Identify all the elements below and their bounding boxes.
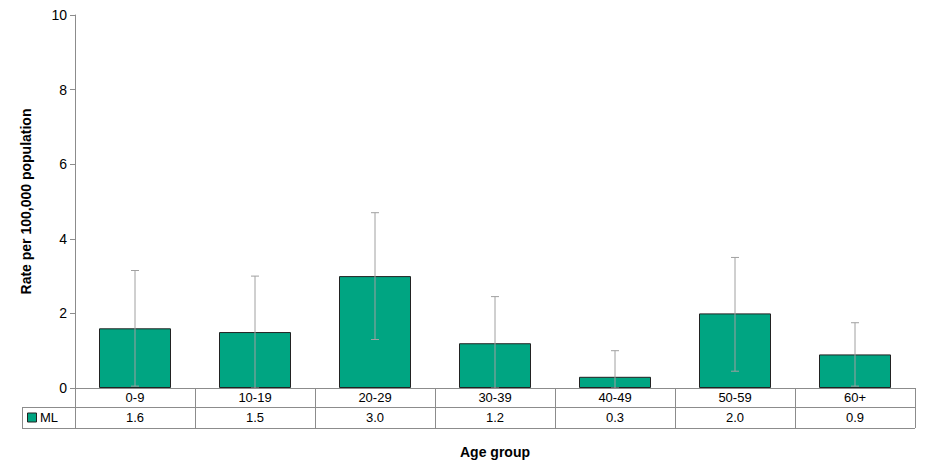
svg-text:2.0: 2.0 xyxy=(726,410,744,425)
svg-text:Age group: Age group xyxy=(460,444,530,460)
svg-text:8: 8 xyxy=(59,82,67,98)
svg-text:0.9: 0.9 xyxy=(846,410,864,425)
svg-text:0: 0 xyxy=(59,380,67,396)
svg-text:30-39: 30-39 xyxy=(478,390,511,405)
svg-text:6: 6 xyxy=(59,156,67,172)
svg-text:4: 4 xyxy=(59,231,67,247)
svg-text:1.5: 1.5 xyxy=(246,410,264,425)
svg-text:20-29: 20-29 xyxy=(358,390,391,405)
svg-text:1.2: 1.2 xyxy=(486,410,504,425)
svg-text:Rate per 100,000 population: Rate per 100,000 population xyxy=(18,109,34,295)
svg-text:10: 10 xyxy=(51,7,67,23)
svg-text:3.0: 3.0 xyxy=(366,410,384,425)
svg-text:2: 2 xyxy=(59,305,67,321)
svg-text:ML: ML xyxy=(40,410,58,425)
svg-text:1.6: 1.6 xyxy=(126,410,144,425)
svg-text:60+: 60+ xyxy=(844,390,866,405)
svg-text:50-59: 50-59 xyxy=(718,390,751,405)
svg-text:10-19: 10-19 xyxy=(238,390,271,405)
svg-text:0.3: 0.3 xyxy=(606,410,624,425)
svg-text:0-9: 0-9 xyxy=(126,390,145,405)
svg-text:40-49: 40-49 xyxy=(598,390,631,405)
